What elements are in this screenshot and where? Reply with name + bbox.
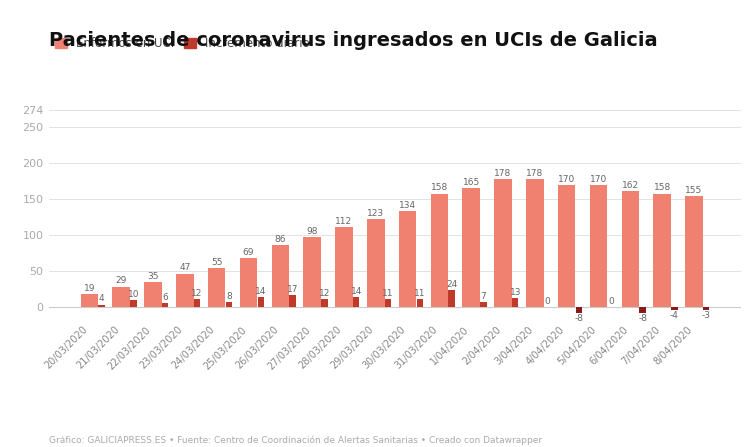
Bar: [558, 185, 575, 308]
Text: 158: 158: [431, 183, 448, 192]
Text: 55: 55: [211, 257, 222, 267]
Text: 24: 24: [446, 280, 457, 289]
Bar: [671, 308, 677, 310]
Bar: [226, 302, 232, 308]
Bar: [399, 211, 417, 308]
Text: 69: 69: [243, 248, 254, 257]
Text: 98: 98: [306, 227, 318, 236]
Bar: [335, 227, 353, 308]
Text: 170: 170: [558, 175, 575, 184]
Text: 12: 12: [191, 289, 203, 298]
Bar: [353, 297, 359, 308]
Text: 134: 134: [399, 201, 416, 210]
Text: 170: 170: [590, 175, 607, 184]
Text: -3: -3: [702, 311, 711, 320]
Bar: [448, 290, 455, 308]
Bar: [194, 299, 200, 308]
Text: 0: 0: [608, 297, 614, 306]
Bar: [653, 194, 671, 308]
Bar: [176, 274, 194, 308]
Text: 112: 112: [336, 217, 352, 226]
Text: 14: 14: [351, 287, 362, 296]
Text: 158: 158: [653, 183, 671, 192]
Text: 14: 14: [255, 287, 266, 296]
Text: 6: 6: [163, 293, 168, 302]
Bar: [303, 237, 321, 308]
Bar: [162, 303, 169, 308]
Text: 8: 8: [226, 291, 232, 300]
Legend: Enfermos en UCI, Incremento diario: Enfermos en UCI, Incremento diario: [55, 37, 310, 50]
Bar: [240, 257, 257, 308]
Bar: [321, 299, 327, 308]
Bar: [640, 308, 646, 313]
Text: 178: 178: [494, 169, 512, 178]
Text: 123: 123: [367, 209, 384, 218]
Text: 165: 165: [463, 178, 480, 187]
Bar: [526, 179, 544, 308]
Bar: [258, 297, 264, 308]
Bar: [685, 196, 703, 308]
Text: 11: 11: [414, 289, 426, 299]
Bar: [130, 300, 137, 308]
Bar: [113, 287, 130, 308]
Text: 178: 178: [526, 169, 544, 178]
Text: 86: 86: [274, 235, 286, 245]
Bar: [431, 194, 448, 308]
Bar: [81, 294, 98, 308]
Bar: [271, 245, 289, 308]
Bar: [576, 308, 582, 313]
Bar: [208, 268, 225, 308]
Text: 155: 155: [686, 186, 702, 194]
Bar: [590, 185, 607, 308]
Text: -8: -8: [575, 314, 584, 323]
Bar: [512, 298, 519, 308]
Bar: [98, 304, 105, 308]
Text: 10: 10: [128, 290, 139, 299]
Text: 13: 13: [510, 288, 521, 297]
Bar: [621, 190, 639, 308]
Bar: [367, 219, 385, 308]
Text: -8: -8: [638, 314, 647, 323]
Text: 0: 0: [544, 297, 550, 306]
Text: Pacientes de coronavirus ingresados en UCIs de Galicia: Pacientes de coronavirus ingresados en U…: [49, 31, 658, 51]
Bar: [463, 189, 480, 308]
Text: 19: 19: [84, 284, 95, 293]
Text: 47: 47: [179, 263, 191, 273]
Bar: [144, 282, 162, 308]
Text: -4: -4: [670, 312, 679, 320]
Text: 35: 35: [147, 272, 159, 281]
Bar: [480, 302, 487, 308]
Text: 7: 7: [481, 292, 486, 301]
Text: 12: 12: [319, 289, 330, 298]
Text: 162: 162: [621, 181, 639, 190]
Bar: [494, 179, 512, 308]
Bar: [417, 299, 423, 308]
Text: 11: 11: [383, 289, 394, 299]
Bar: [385, 299, 391, 308]
Text: 29: 29: [116, 276, 127, 286]
Text: Gráfico: GALICIAPRESS.ES • Fuente: Centro de Coordinación de Alertas Sanitarias : Gráfico: GALICIAPRESS.ES • Fuente: Centr…: [49, 435, 542, 445]
Bar: [290, 295, 296, 308]
Text: 17: 17: [287, 285, 299, 294]
Bar: [703, 308, 709, 310]
Text: 4: 4: [99, 295, 104, 304]
